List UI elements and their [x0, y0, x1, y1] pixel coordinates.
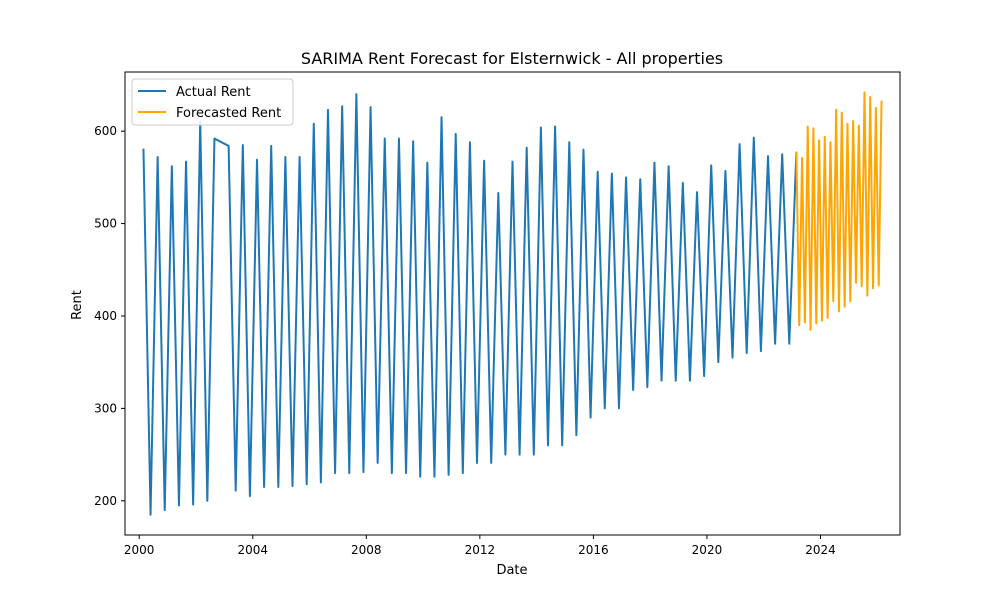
chart-title: SARIMA Rent Forecast for Elsternwick - A… [301, 49, 723, 68]
plot-frame [124, 71, 901, 536]
x-tick-label: 2016 [578, 543, 609, 557]
chart-legend: Actual Rent Forecasted Rent [131, 78, 294, 126]
y-tick-label: 200 [94, 494, 117, 508]
x-tick-label: 2008 [351, 543, 382, 557]
y-tick-label: 500 [94, 217, 117, 231]
y-axis-label: Rent [70, 290, 85, 320]
legend-box [131, 78, 294, 126]
y-tick-label: 400 [94, 309, 117, 323]
x-tick-label: 2000 [124, 543, 155, 557]
y-tick-label: 300 [94, 401, 117, 415]
x-tick-label: 2012 [465, 543, 496, 557]
legend-label-2: Forecasted Rent [176, 106, 281, 121]
series-line-1 [142, 93, 798, 516]
axes: 2000 2004 2008 2012 2016 2020 2024 200 300 400 500… [94, 71, 901, 557]
x-tick-label: 2024 [805, 543, 836, 557]
legend-label-1: Actual Rent [176, 85, 251, 100]
x-tick-label: 2004 [237, 543, 268, 557]
series-lines [142, 91, 883, 516]
y-tick-label: 600 [94, 124, 117, 138]
x-tick-label: 2020 [692, 543, 723, 557]
x-axis-label: Date [496, 563, 527, 578]
series-line-2 [795, 91, 883, 331]
